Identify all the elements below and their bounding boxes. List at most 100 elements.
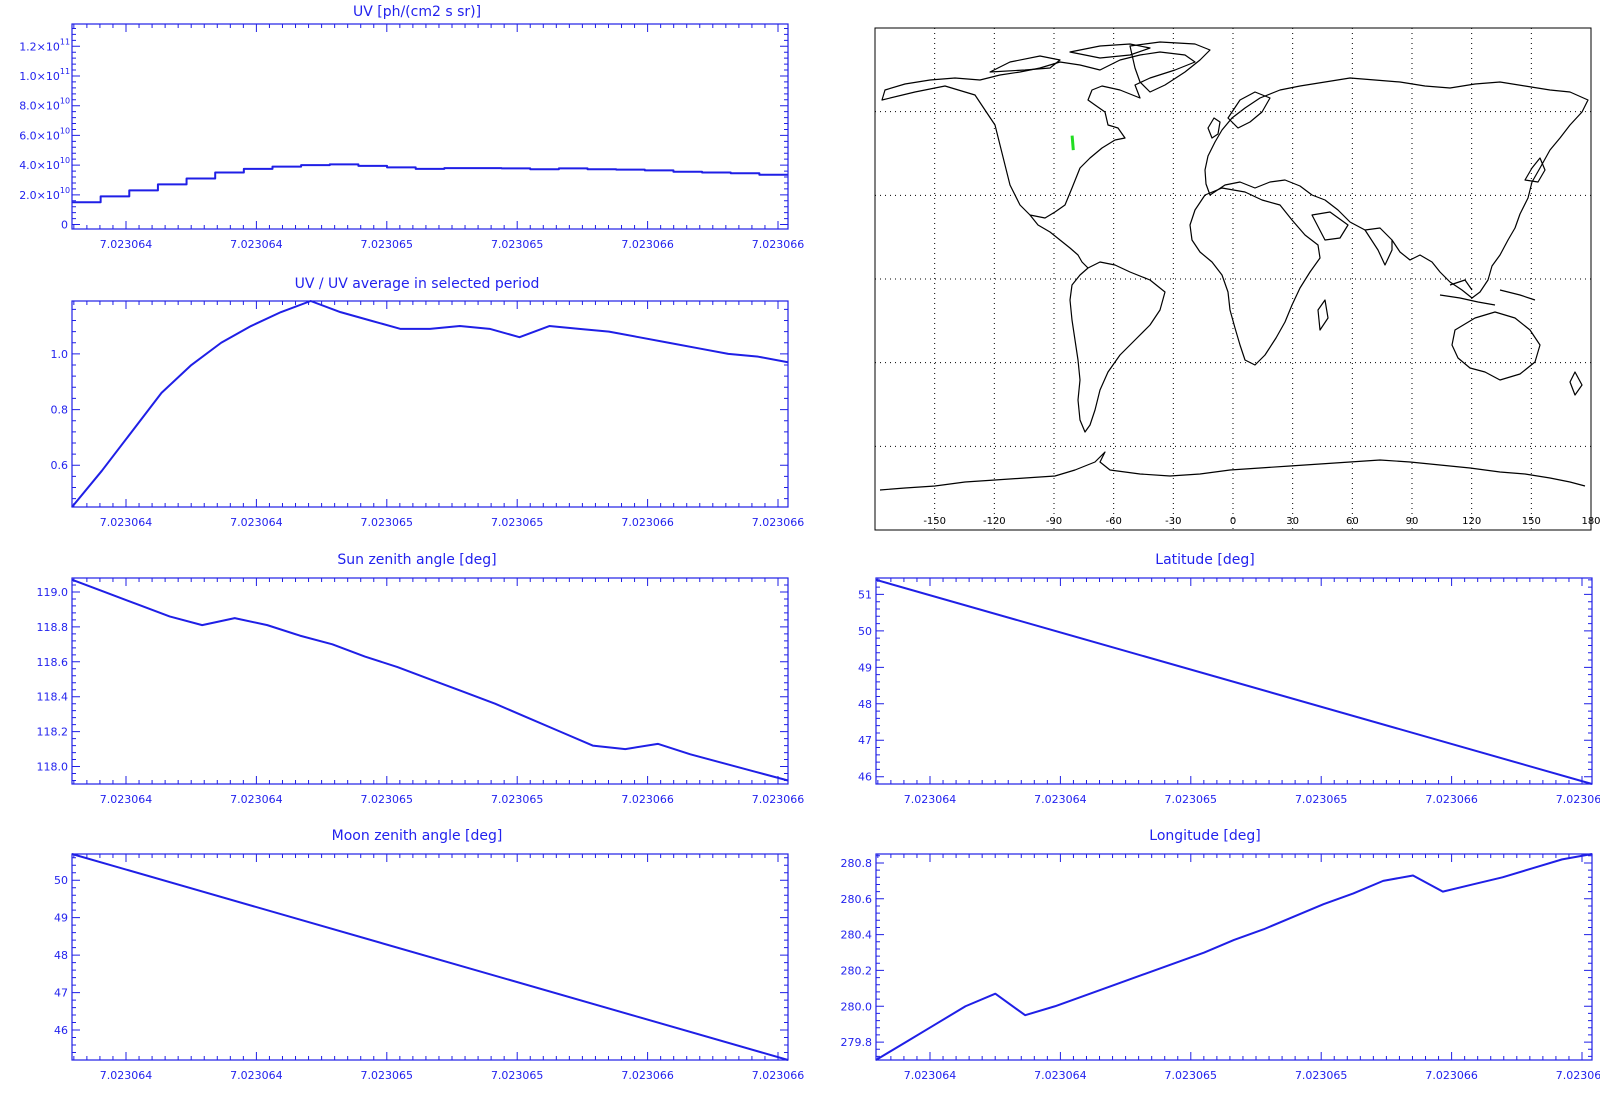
longitude-y-tick-label: 279.8 <box>841 1036 873 1049</box>
longitude-y-tick-label: 280.6 <box>841 893 873 906</box>
latitude-x-tick-label: 7.023065 <box>1165 793 1218 806</box>
coastline-arctic-islands <box>989 43 1151 73</box>
coastline-new-zealand <box>1569 371 1583 396</box>
uv-y-tick-label: 1.0×1011 <box>19 67 70 83</box>
longitude-panel: Longitude [deg] 7.023064 7.023064 7.023065… <box>841 828 1600 1082</box>
sun-zenith-x-tick-label: 7.023066 <box>621 793 674 806</box>
moon-zenith-x-tick-label: 7.023064 <box>100 1069 153 1082</box>
map-longitude-label: -90 <box>1046 516 1062 527</box>
uv-x-tick-label: 7.023066 <box>752 238 805 251</box>
latitude-frame <box>875 577 1593 785</box>
coastline-greenland <box>1129 41 1211 93</box>
map-longitude-label: 180 <box>1581 516 1600 527</box>
moon-zenith-y-tick-label: 46 <box>54 1024 68 1037</box>
map-longitude-label: 60 <box>1346 516 1359 527</box>
moon-zenith-x-tick-label: 7.023066 <box>752 1069 805 1082</box>
uv-ratio-y-tick-label: 0.8 <box>51 404 69 417</box>
uv-x-tick-label: 7.023064 <box>230 238 283 251</box>
uv-y-tick-label: 6.0×1010 <box>19 126 70 142</box>
sun-zenith-y-tick-label: 118.8 <box>37 621 69 634</box>
coastline-eurasia <box>1204 77 1589 299</box>
coastlines <box>879 41 1589 491</box>
latitude-x-tick-label: 7.023066 <box>1556 793 1600 806</box>
uv-ratio-panel-title: UV / UV average in selected period <box>295 276 540 292</box>
latitude-y-tick-label: 48 <box>858 698 872 711</box>
map-longitude-ticks: -150 -120 -90 -60 -30 0 30 60 90 120 150 180 <box>923 516 1600 527</box>
coastline-scandinavia <box>1227 91 1271 129</box>
moon-zenith-panel: Moon zenith angle [deg] 7.023064 7.023064… <box>54 828 804 1082</box>
coastline-antarctica <box>879 451 1586 491</box>
latitude-y-tick-label: 49 <box>858 661 872 674</box>
longitude-y-tick-label: 280.8 <box>841 857 873 870</box>
uv-y-tick-label: 2.0×1010 <box>19 186 70 202</box>
uv-ratio-y-tick-label: 0.6 <box>51 459 69 472</box>
uv-ratio-x-tick-label: 7.023066 <box>752 516 805 529</box>
moon-zenith-x-tick-label: 7.023065 <box>361 1069 414 1082</box>
uv-ticks <box>72 24 788 229</box>
longitude-x-tick-label: 7.023064 <box>1034 1069 1087 1082</box>
coastline-japan <box>1524 157 1546 183</box>
moon-zenith-x-tick-label: 7.023064 <box>230 1069 283 1082</box>
latitude-series-line <box>875 578 1593 785</box>
latitude-panel-title: Latitude [deg] <box>1155 552 1254 568</box>
sun-zenith-frame <box>71 577 789 785</box>
sun-zenith-ticks <box>72 578 788 784</box>
coastline-australia <box>1451 311 1541 381</box>
sun-zenith-x-tick-label: 7.023065 <box>491 793 544 806</box>
uv-y-tick-label: 8.0×1010 <box>19 97 70 113</box>
latitude-panel: Latitude [deg] 7.023064 7.023064 7.023065 7… <box>858 552 1600 806</box>
coastline-indonesia <box>1439 279 1536 306</box>
uv-frame <box>71 23 789 230</box>
sun-zenith-y-tick-label: 119.0 <box>37 586 69 599</box>
longitude-series-line <box>875 853 1593 1061</box>
map-longitude-label: -60 <box>1105 516 1121 527</box>
latitude-x-tick-label: 7.023064 <box>904 793 957 806</box>
latitude-y-tick-label: 51 <box>858 588 872 601</box>
coastline-britain <box>1207 117 1221 139</box>
uv-ratio-x-tick-label: 7.023065 <box>491 516 544 529</box>
uv-ratio-series-line <box>71 300 789 508</box>
uv-ratio-x-tick-label: 7.023064 <box>230 516 283 529</box>
sun-zenith-y-tick-label: 118.0 <box>37 761 69 774</box>
uv-ratio-x-tick-label: 7.023065 <box>361 516 414 529</box>
coastline-madagascar <box>1317 299 1329 331</box>
sun-zenith-y-tick-label: 118.6 <box>37 656 69 669</box>
latitude-x-tick-label: 7.023064 <box>1034 793 1087 806</box>
latitude-y-tick-label: 50 <box>858 625 872 638</box>
uv-ratio-x-tick-label: 7.023064 <box>100 516 153 529</box>
map-grid <box>875 28 1591 530</box>
longitude-x-tick-label: 7.023066 <box>1556 1069 1600 1082</box>
longitude-x-tick-label: 7.023066 <box>1425 1069 1478 1082</box>
map-longitude-label: 30 <box>1286 516 1299 527</box>
uv-ratio-ticks <box>72 301 788 507</box>
uv-ratio-panel: UV / UV average in selected period 7.023… <box>51 276 805 529</box>
sun-zenith-x-tick-label: 7.023064 <box>230 793 283 806</box>
coastline-arabia-india <box>1311 211 1393 266</box>
longitude-x-tick-label: 7.023065 <box>1165 1069 1218 1082</box>
latitude-ticks <box>876 578 1592 785</box>
satellite-track <box>1070 135 1075 151</box>
coastline-central-america <box>1029 214 1089 269</box>
uv-x-tick-label: 7.023064 <box>100 238 153 251</box>
longitude-y-tick-label: 280.0 <box>841 1000 873 1013</box>
uv-series-line <box>72 163 788 204</box>
uv-ratio-frame <box>71 300 789 508</box>
uv-y-tick-label: 1.2×1011 <box>19 37 70 53</box>
map-longitude-label: 120 <box>1462 516 1481 527</box>
longitude-panel-title: Longitude [deg] <box>1149 828 1260 844</box>
moon-zenith-panel-title: Moon zenith angle [deg] <box>332 828 503 844</box>
coastline-north-america <box>881 51 1196 219</box>
uv-x-tick-label: 7.023065 <box>361 238 414 251</box>
latitude-y-tick-label: 46 <box>858 771 872 784</box>
longitude-x-tick-label: 7.023065 <box>1295 1069 1348 1082</box>
uv-x-tick-label: 7.023065 <box>491 238 544 251</box>
moon-zenith-y-tick-label: 48 <box>54 949 68 962</box>
sun-zenith-x-tick-label: 7.023065 <box>361 793 414 806</box>
map-longitude-label: 150 <box>1522 516 1541 527</box>
longitude-y-tick-label: 280.2 <box>841 964 873 977</box>
coastline-south-america <box>1069 261 1166 433</box>
moon-zenith-y-tick-label: 50 <box>54 874 68 887</box>
moon-zenith-series-line <box>71 853 789 1061</box>
longitude-ticks <box>876 854 1592 1060</box>
